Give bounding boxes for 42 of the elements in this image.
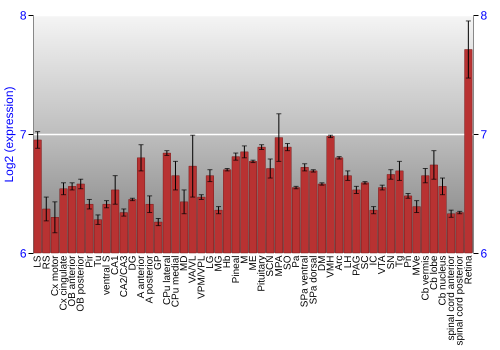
x-tick-label: VTA xyxy=(377,255,388,274)
x-tick-label: Tu xyxy=(92,256,104,267)
x-tick-label: SC xyxy=(360,256,371,270)
y-tick-label: 7 xyxy=(20,128,27,142)
x-tick-label: CA1 xyxy=(110,255,122,275)
x-tick-label: Retina xyxy=(463,255,474,284)
x-tick-label: VPM/VPL xyxy=(196,255,208,299)
x-tick-label: MVe xyxy=(412,255,423,276)
x-tick-label: ME xyxy=(248,255,259,270)
x-tick-label: PAG xyxy=(351,255,362,276)
x-tick-label: spinal cord posterior xyxy=(454,254,466,346)
x-tick-label: CPu medial xyxy=(170,256,182,308)
x-tick-label: LG xyxy=(204,255,216,269)
x-tick-label: SPa dorsal xyxy=(308,256,320,304)
x-tick-label: GP xyxy=(153,255,164,270)
x-tick-label: LS xyxy=(32,255,44,268)
x-tick-label: SN xyxy=(386,256,397,270)
x-tick-label: MPA xyxy=(274,255,285,276)
x-tick-label: DG xyxy=(127,255,138,270)
x-tick-label: SCN xyxy=(265,256,276,277)
x-tick-label: Tg xyxy=(394,256,406,268)
x-tick-label: Cx cingulate xyxy=(58,255,70,311)
x-tick-label: CA2/CA3 xyxy=(118,255,130,298)
x-tick-label: Hb xyxy=(222,255,234,268)
x-tick-label: Arc xyxy=(334,256,346,270)
y-tick-label: 6 xyxy=(20,246,27,260)
y-axis-title: Log2 (expression) xyxy=(2,86,16,183)
y-tick-label: 8 xyxy=(20,8,27,22)
x-tick-label: Pineal xyxy=(230,256,242,284)
x-tick-label: Pituitary xyxy=(256,256,268,292)
x-tick-label: DM xyxy=(316,256,328,272)
x-tick-label: M xyxy=(239,256,250,264)
x-tick-label: OB posterior xyxy=(76,254,87,312)
x-tick-label: Cb lobe xyxy=(428,255,440,290)
x-tick-label: A posterior xyxy=(144,254,156,304)
y2-tick-label: 7 xyxy=(480,128,488,142)
x-tick-label: SO xyxy=(282,255,294,270)
y2-tick-label: 6 xyxy=(480,246,488,260)
x-tick-label: LH xyxy=(342,256,354,268)
x-tick-label: RS xyxy=(41,255,52,270)
y2-tick-label: 8 xyxy=(480,8,488,22)
x-tick-label: Pir xyxy=(84,254,96,268)
